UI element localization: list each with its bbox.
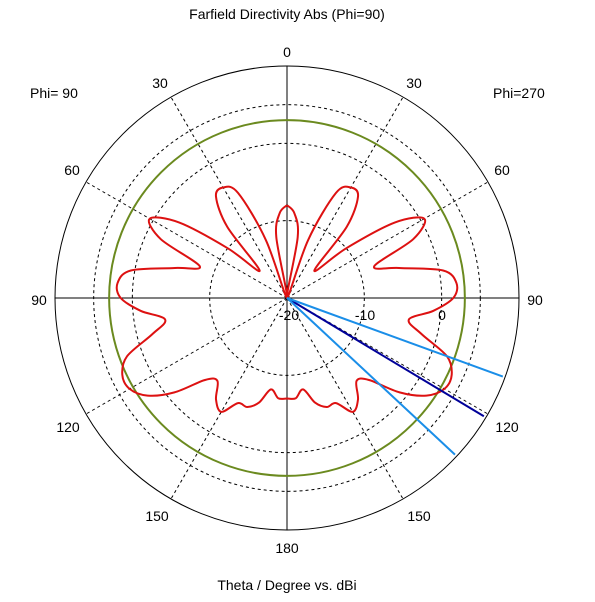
radial-tick-label-minus-10: -10 <box>355 307 375 323</box>
spoke-right-60 <box>286 181 489 299</box>
marker-layer <box>286 297 504 456</box>
radial-tick-label-0: 0 <box>438 307 446 323</box>
spoke-left-150 <box>170 297 288 500</box>
series-layer <box>115 185 459 413</box>
phi-label-right: Phi=270 <box>493 85 545 101</box>
chart-title: Farfield Directivity Abs (Phi=90) <box>189 6 385 22</box>
reference-circle-layer <box>108 119 466 477</box>
angle-label-right-150: 150 <box>407 508 431 524</box>
angle-label-right-60: 60 <box>494 162 510 178</box>
x-axis-label: Theta / Degree vs. dBi <box>217 577 356 593</box>
spoke-right-30 <box>286 96 404 299</box>
angle-label-left-30: 30 <box>152 75 168 91</box>
angle-label-right-30: 30 <box>406 75 422 91</box>
reference-circle <box>108 119 466 477</box>
marker-line-1 <box>286 297 504 378</box>
spoke-left-120 <box>85 297 288 415</box>
spoke-left-60 <box>85 181 288 299</box>
angle-label-left-60: 60 <box>64 162 80 178</box>
angle-label-bottom: 180 <box>275 540 299 556</box>
angle-label-right-90: 90 <box>527 292 543 308</box>
series-line-0 <box>115 185 459 413</box>
spoke-right-150 <box>286 297 404 500</box>
marker-line-0 <box>286 297 485 418</box>
marker-line-2 <box>286 297 456 456</box>
angle-label-left-120: 120 <box>56 419 80 435</box>
angle-label-top: 0 <box>283 44 291 60</box>
angle-label-right-120: 120 <box>495 419 519 435</box>
spoke-left-30 <box>170 96 288 299</box>
radial-tick-label-minus-20: -20 <box>279 307 299 323</box>
phi-label-left: Phi= 90 <box>30 85 78 101</box>
angle-label-left-150: 150 <box>145 508 169 524</box>
angle-label-left-90: 90 <box>31 292 47 308</box>
